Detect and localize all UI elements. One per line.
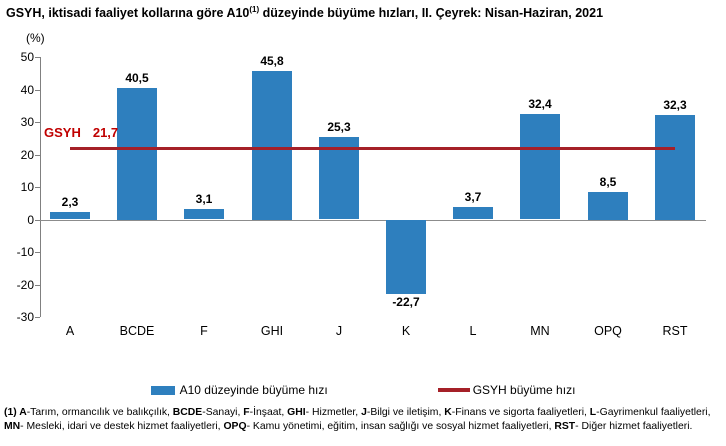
bar-BCDE	[117, 88, 157, 220]
footnote-segment: -Sanayi,	[202, 407, 244, 418]
x-axis-zero-line	[40, 220, 706, 221]
y-axis-tick	[35, 57, 40, 58]
footnote-segment: -Tarım, ormancılık ve balıkçılık,	[26, 407, 173, 418]
footnote-segment: -Gayrimenkul faaliyetleri,	[596, 407, 711, 418]
bar-value-label-L: 3,7	[464, 190, 482, 204]
legend: A10 düzeyinde büyüme hızı GSYH büyüme hı…	[0, 383, 726, 397]
footnote-segment: -Bilgi ve iletişim,	[366, 407, 445, 418]
y-axis-tick-label: 40	[20, 83, 34, 97]
bar-value-label-RST: 32,3	[663, 98, 687, 112]
legend-bar-swatch-icon	[150, 385, 175, 395]
reference-line-label: GSYH 21,7	[44, 125, 118, 140]
footnote-segment: MN	[4, 421, 21, 432]
y-axis-tick	[35, 122, 40, 123]
bar-L	[453, 207, 493, 219]
chart-title: GSYH, iktisadi faaliyet kollarına göre A…	[6, 5, 603, 20]
chart-title-prefix: GSYH, iktisadi faaliyet kollarına göre A…	[6, 6, 250, 21]
legend-label-gsyh: GSYH büyüme hızı	[472, 383, 576, 397]
x-axis-label-L: L	[469, 324, 477, 338]
y-axis-tick-label: -20	[16, 278, 34, 292]
footnote-segment: BCDE	[172, 407, 203, 418]
footnote-line-2: MN- Mesleki, idari ve destek hizmet faal…	[4, 420, 711, 434]
bar-value-label-A: 2,3	[61, 195, 79, 209]
chart-title-suffix: düzeyinde büyüme hızları, II. Çeyrek: Ni…	[259, 6, 604, 21]
y-axis-unit-label: (%)	[26, 31, 45, 45]
bar-RST	[655, 115, 695, 220]
bar-value-label-J: 25,3	[327, 120, 351, 134]
footnote-segment: - Hizmetler,	[305, 407, 362, 418]
bar-A	[50, 212, 90, 219]
bar-K	[386, 220, 426, 294]
footnote-segment: - Mesleki, idari ve destek hizmet faaliy…	[20, 421, 224, 432]
footnote-segment: RST	[554, 421, 576, 432]
footnote-segment: - Diğer hizmet faaliyetleri.	[575, 421, 693, 432]
x-axis-label-GHI: GHI	[260, 324, 284, 338]
y-axis-tick	[35, 285, 40, 286]
footnote-segment: -Finans ve sigorta faaliyetleri,	[451, 407, 590, 418]
y-axis-line	[40, 57, 41, 317]
y-axis-tick	[35, 187, 40, 188]
gsyh-reference-line	[70, 147, 675, 150]
legend-line-swatch-icon	[437, 388, 470, 392]
reference-line-name: GSYH	[44, 125, 81, 140]
legend-item-gsyh: GSYH büyüme hızı	[437, 383, 576, 397]
y-axis-tick-label: -30	[16, 310, 34, 324]
x-axis-label-OPQ: OPQ	[594, 324, 622, 338]
x-axis-label-F: F	[200, 324, 208, 338]
footnote-segment: -İnşaat,	[249, 407, 288, 418]
footnote-line-1: (1) A-Tarım, ormancılık ve balıkçılık, B…	[4, 406, 711, 420]
bar-MN	[520, 114, 560, 219]
footnote-segment: GHI	[287, 407, 306, 418]
y-axis-tick-label: 30	[20, 115, 34, 129]
bar-OPQ	[588, 192, 628, 220]
footnote-segment: K	[444, 407, 452, 418]
x-axis-label-A: A	[65, 324, 75, 338]
x-axis-label-K: K	[401, 324, 411, 338]
x-axis-label-BCDE: BCDE	[119, 324, 155, 338]
y-axis-tick	[35, 220, 40, 221]
x-axis-label-RST: RST	[662, 324, 688, 338]
bar-value-label-MN: 32,4	[528, 97, 552, 111]
legend-item-a10: A10 düzeyinde büyüme hızı	[150, 383, 328, 397]
chart-title-footnote-marker: (1)	[249, 5, 260, 14]
y-axis-tick-label: 50	[20, 50, 34, 64]
bar-value-label-GHI: 45,8	[260, 54, 284, 68]
y-axis-tick-label: 20	[20, 148, 34, 162]
y-axis-tick	[35, 90, 40, 91]
bar-value-label-BCDE: 40,5	[125, 71, 149, 85]
y-axis-tick	[35, 155, 40, 156]
y-axis-tick	[35, 252, 40, 253]
y-axis-tick-label: 0	[27, 213, 34, 227]
bar-value-label-OPQ: 8,5	[599, 175, 617, 189]
footnote-segment: (1) A	[4, 407, 27, 418]
y-axis-tick	[35, 317, 40, 318]
reference-line-value: 21,7	[92, 125, 119, 140]
legend-label-a10: A10 düzeyinde büyüme hızı	[179, 383, 328, 397]
bar-F	[184, 209, 224, 219]
footnote-segment: - Kamu yönetimi, eğitim, insan sağlığı v…	[246, 421, 555, 432]
bar-J	[319, 137, 359, 219]
bar-value-label-K: -22,7	[392, 295, 420, 309]
y-axis-tick-label: -10	[16, 245, 34, 259]
footnote-segment: L	[589, 407, 597, 418]
bar-GHI	[252, 71, 292, 220]
footnote: (1) A-Tarım, ormancılık ve balıkçılık, B…	[4, 406, 711, 434]
y-axis-tick-label: 10	[20, 180, 34, 194]
footnote-segment: OPQ	[223, 421, 247, 432]
x-axis-label-MN: MN	[530, 324, 550, 338]
bar-value-label-F: 3,1	[195, 192, 213, 206]
footnote-segment: J	[361, 407, 367, 418]
footnote-segment: F	[243, 407, 250, 418]
x-axis-label-J: J	[335, 324, 343, 338]
